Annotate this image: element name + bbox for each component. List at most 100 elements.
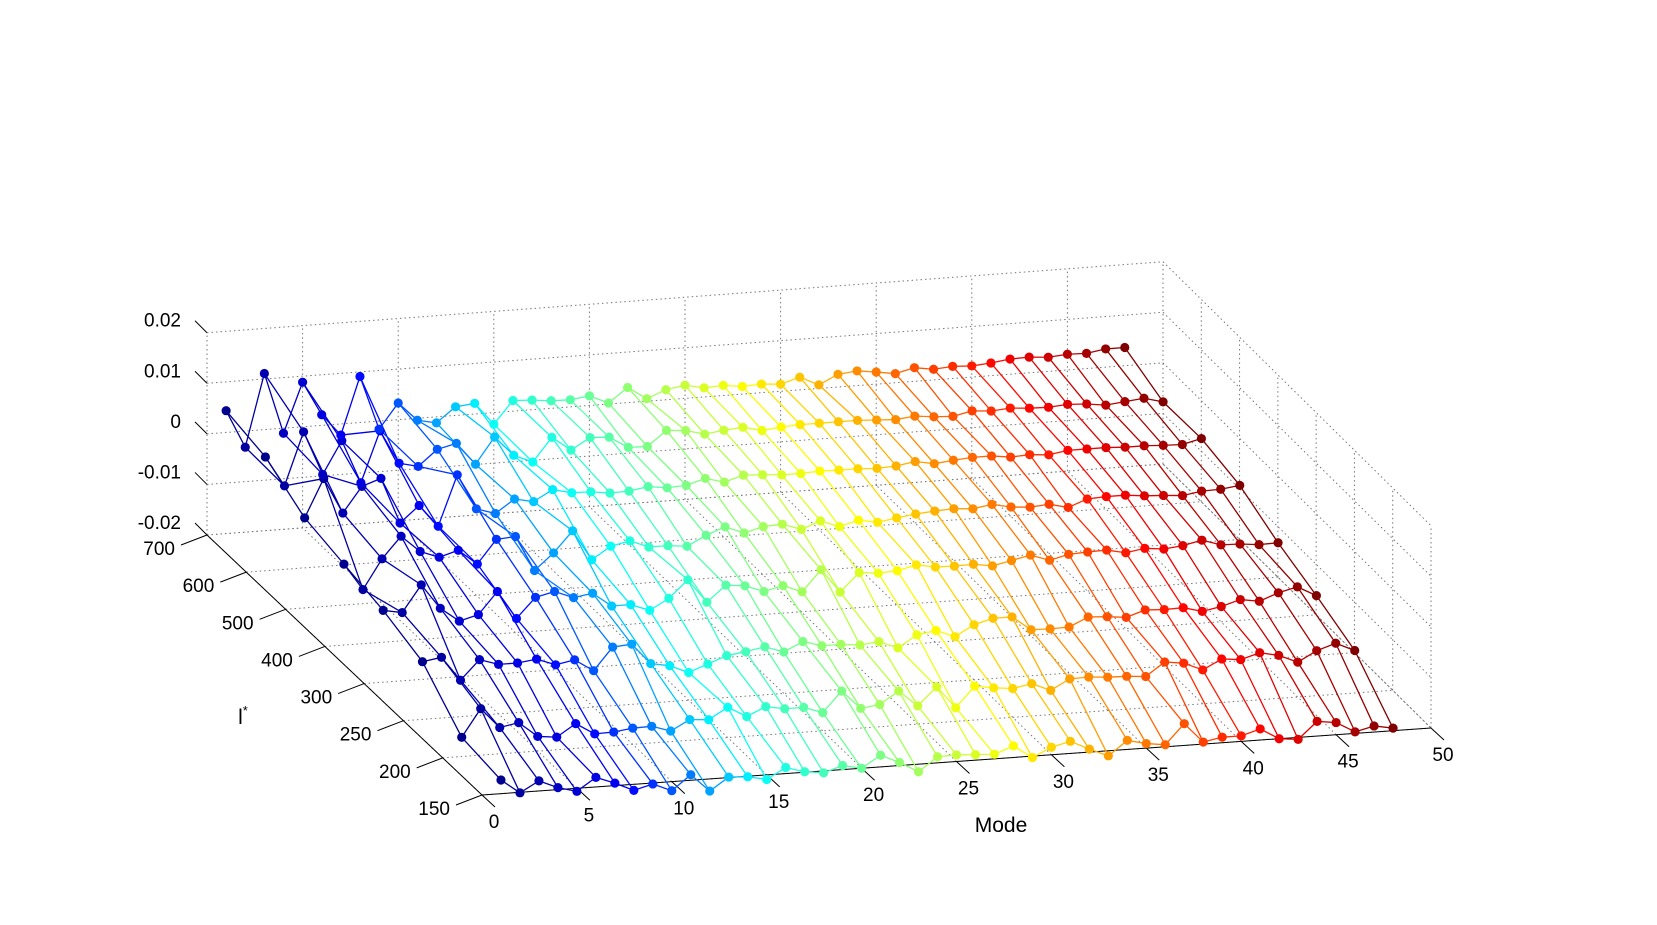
mesh-line-l [1144, 547, 1184, 609]
data-point [300, 513, 310, 523]
data-point [1122, 735, 1132, 745]
data-point [1158, 440, 1168, 450]
floor-grid-y [442, 689, 1393, 759]
mesh-line-l [670, 730, 711, 792]
data-point [781, 762, 791, 773]
data-point [1197, 535, 1207, 545]
mesh-line-l [459, 679, 501, 728]
data-point [834, 521, 845, 532]
mesh-line-l [551, 436, 592, 493]
mesh-line-mode [282, 382, 304, 434]
mesh-line-l [537, 736, 578, 792]
mesh-line-l [499, 727, 540, 782]
data-point [1292, 582, 1302, 592]
data-point [1158, 490, 1169, 501]
mesh-line-l [627, 446, 668, 489]
mesh-line-l [934, 510, 974, 565]
mesh-line-l [401, 612, 442, 658]
data-point [796, 468, 806, 479]
data-point [534, 776, 544, 786]
x-tick-mark [671, 781, 686, 794]
mesh-line-l [971, 456, 1012, 508]
data-point [1235, 539, 1245, 549]
mesh-line-l [1316, 650, 1356, 733]
mesh-line-l [1086, 498, 1127, 554]
mesh-line-l [722, 384, 763, 431]
data-point [1350, 727, 1360, 737]
data-point [529, 565, 540, 576]
mesh-line-l [1163, 609, 1204, 671]
data-point [741, 647, 751, 657]
data-point [1139, 393, 1149, 403]
mesh-line-l [725, 584, 766, 648]
data-point [1102, 612, 1112, 622]
mesh-line-l [1258, 600, 1299, 663]
data-point [930, 562, 940, 572]
data-point [568, 526, 578, 536]
data-point [589, 666, 599, 676]
data-point [1274, 650, 1284, 661]
y-tick-label: 200 [379, 762, 411, 783]
mesh-line-l [935, 630, 976, 687]
mesh-line-l [668, 598, 709, 665]
mesh-line-l [990, 410, 1031, 456]
mesh-line-l [646, 398, 686, 432]
mesh-line-l [629, 540, 670, 599]
data-point [648, 779, 658, 789]
mesh-line-l [1048, 406, 1088, 450]
data-point [1274, 734, 1284, 744]
mesh-line-l [933, 368, 973, 412]
data-point [683, 575, 693, 585]
mesh-line-l [611, 605, 652, 664]
mesh-line-l [895, 419, 935, 465]
mesh-line-l [458, 620, 500, 665]
data-point [1120, 397, 1130, 407]
data-point [929, 412, 939, 422]
mesh-line-l [971, 410, 1012, 458]
mesh-line-l [991, 455, 1031, 508]
data-point [318, 469, 328, 480]
mesh-line-l [497, 664, 539, 737]
data-point [949, 561, 959, 571]
mesh-line-l [917, 705, 958, 756]
data-point [1027, 753, 1038, 763]
data-point [317, 410, 327, 420]
mesh-line-l [1125, 552, 1165, 610]
data-point [662, 483, 672, 493]
data-point [703, 659, 713, 669]
x-tick-label: 10 [673, 799, 694, 820]
data-point [1044, 499, 1054, 509]
mesh-line-l [283, 432, 324, 475]
mesh-line-l [875, 371, 916, 417]
mesh-line-l [612, 646, 653, 727]
mesh-line-l [461, 736, 502, 781]
mesh-line-l [399, 522, 440, 558]
mesh-line-l [839, 591, 880, 643]
data-point [819, 768, 829, 778]
mesh-line-l [515, 618, 557, 666]
data-point [1236, 655, 1246, 665]
data-point [549, 586, 560, 597]
mesh-line-mode [455, 442, 476, 465]
data-point [758, 521, 768, 532]
data-point [666, 726, 676, 736]
mesh-line-l [1030, 629, 1071, 680]
mesh-line-l [1220, 488, 1260, 546]
data-point [852, 415, 863, 425]
mesh-line-l [1086, 403, 1126, 448]
data-point [700, 473, 710, 484]
z-tick-mark [194, 320, 208, 334]
mesh-line-l [646, 446, 687, 486]
data-point [604, 432, 614, 442]
data-point [1216, 540, 1226, 550]
mesh-line-l [609, 492, 650, 548]
data-point [737, 381, 747, 392]
mesh-line-mode [322, 440, 343, 475]
floor-grid-y [285, 538, 1240, 610]
mesh-line-l [478, 659, 520, 723]
mesh-line-mode [532, 436, 553, 463]
mesh-line-l [1278, 655, 1318, 722]
data-point [814, 418, 824, 428]
side-wall-grid-z [1162, 261, 1432, 527]
data-point [587, 555, 597, 565]
